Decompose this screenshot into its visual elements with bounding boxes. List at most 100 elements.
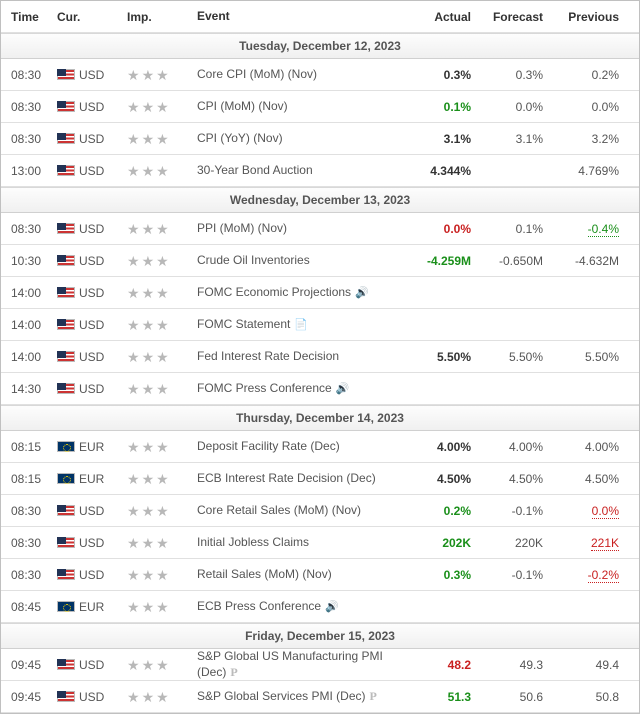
speaker-icon: 🔊 <box>355 287 369 299</box>
star-icon: ★ <box>156 164 169 178</box>
cell-event[interactable]: CPI (YoY) (Nov) <box>197 131 407 147</box>
cell-previous: 0.0% <box>551 504 629 518</box>
cell-time: 08:15 <box>1 440 57 454</box>
col-header-currency: Cur. <box>57 10 127 24</box>
flag-icon <box>57 601 75 612</box>
star-icon: ★ <box>142 318 155 332</box>
cell-importance: ★★★ <box>127 658 197 672</box>
table-row[interactable]: 08:30USD★★★Core Retail Sales (MoM) (Nov)… <box>1 495 639 527</box>
flag-icon <box>57 133 75 144</box>
col-header-importance: Imp. <box>127 10 197 24</box>
cell-previous: 49.4 <box>551 658 629 672</box>
flag-icon <box>57 287 75 298</box>
star-icon: ★ <box>156 658 169 672</box>
cell-event[interactable]: CPI (MoM) (Nov) <box>197 99 407 115</box>
cell-event[interactable]: ECB Press Conference🔊 <box>197 599 407 615</box>
cell-currency: USD <box>57 568 127 582</box>
cell-importance: ★★★ <box>127 504 197 518</box>
cell-currency: USD <box>57 100 127 114</box>
cell-forecast: 220K <box>479 536 551 550</box>
cell-event[interactable]: Retail Sales (MoM) (Nov) <box>197 567 407 583</box>
event-name: CPI (YoY) (Nov) <box>197 131 283 145</box>
event-name: S&P Global US Manufacturing PMI (Dec) <box>197 649 383 679</box>
cell-actual: 0.3% <box>407 68 479 82</box>
currency-code: USD <box>79 68 104 82</box>
star-icon: ★ <box>127 222 140 236</box>
table-row[interactable]: 14:00USD★★★FOMC Economic Projections🔊 <box>1 277 639 309</box>
table-row[interactable]: 13:00USD★★★30-Year Bond Auction4.344%4.7… <box>1 155 639 187</box>
event-name: FOMC Press Conference <box>197 381 332 395</box>
table-row[interactable]: 14:30USD★★★FOMC Press Conference🔊 <box>1 373 639 405</box>
cell-actual: 51.3 <box>407 690 479 704</box>
table-row[interactable]: 14:00USD★★★FOMC Statement📄 <box>1 309 639 341</box>
table-row[interactable]: 14:00USD★★★Fed Interest Rate Decision5.5… <box>1 341 639 373</box>
cell-event[interactable]: Initial Jobless Claims <box>197 535 407 551</box>
cell-event[interactable]: Deposit Facility Rate (Dec) <box>197 439 407 455</box>
cell-currency: USD <box>57 286 127 300</box>
cell-time: 08:30 <box>1 222 57 236</box>
event-name: PPI (MoM) (Nov) <box>197 221 287 235</box>
cell-actual: 202K <box>407 536 479 550</box>
star-icon: ★ <box>127 350 140 364</box>
currency-code: USD <box>79 222 104 236</box>
table-row[interactable]: 08:45EUR★★★ECB Press Conference🔊 <box>1 591 639 623</box>
cell-currency: USD <box>57 132 127 146</box>
cell-event[interactable]: 30-Year Bond Auction <box>197 163 407 179</box>
cell-importance: ★★★ <box>127 100 197 114</box>
col-header-previous: Previous <box>551 10 629 24</box>
cell-currency: USD <box>57 318 127 332</box>
table-row[interactable]: 08:30USD★★★Initial Jobless Claims202K220… <box>1 527 639 559</box>
star-icon: ★ <box>142 568 155 582</box>
event-name: ECB Press Conference <box>197 599 321 613</box>
cell-event[interactable]: Core CPI (MoM) (Nov) <box>197 67 407 83</box>
cell-event[interactable]: Fed Interest Rate Decision <box>197 349 407 365</box>
cell-time: 08:30 <box>1 100 57 114</box>
table-row[interactable]: 08:30USD★★★PPI (MoM) (Nov)0.0%0.1%-0.4% <box>1 213 639 245</box>
cell-event[interactable]: S&P Global Services PMI (Dec)P <box>197 689 407 705</box>
table-row[interactable]: 08:15EUR★★★ECB Interest Rate Decision (D… <box>1 463 639 495</box>
cell-event[interactable]: Crude Oil Inventories <box>197 253 407 269</box>
cell-event[interactable]: PPI (MoM) (Nov) <box>197 221 407 237</box>
cell-event[interactable]: S&P Global US Manufacturing PMI (Dec)P <box>197 649 407 680</box>
day-header: Thursday, December 14, 2023 <box>1 405 639 431</box>
table-row[interactable]: 09:45USD★★★S&P Global Services PMI (Dec)… <box>1 681 639 713</box>
star-icon: ★ <box>127 536 140 550</box>
table-row[interactable]: 08:30USD★★★CPI (MoM) (Nov)0.1%0.0%0.0% <box>1 91 639 123</box>
table-row[interactable]: 09:45USD★★★S&P Global US Manufacturing P… <box>1 649 639 681</box>
table-row[interactable]: 08:30USD★★★CPI (YoY) (Nov)3.1%3.1%3.2% <box>1 123 639 155</box>
cell-actual: 4.344% <box>407 164 479 178</box>
cell-time: 09:45 <box>1 690 57 704</box>
event-name: FOMC Economic Projections <box>197 285 351 299</box>
calendar-body: Tuesday, December 12, 202308:30USD★★★Cor… <box>1 33 639 713</box>
currency-code: EUR <box>79 472 104 486</box>
cell-importance: ★★★ <box>127 382 197 396</box>
event-name: Core Retail Sales (MoM) (Nov) <box>197 503 361 517</box>
event-name: Crude Oil Inventories <box>197 253 310 267</box>
table-row[interactable]: 08:30USD★★★Core CPI (MoM) (Nov)0.3%0.3%0… <box>1 59 639 91</box>
star-icon: ★ <box>127 286 140 300</box>
cell-event[interactable]: FOMC Statement📄 <box>197 317 407 333</box>
cell-previous: 4.00% <box>551 440 629 454</box>
cell-actual: 4.00% <box>407 440 479 454</box>
currency-code: USD <box>79 254 104 268</box>
cell-forecast: 0.1% <box>479 222 551 236</box>
cell-event[interactable]: FOMC Economic Projections 🔊 <box>197 285 407 301</box>
cell-forecast: -0.650M <box>479 254 551 268</box>
cell-forecast: 0.3% <box>479 68 551 82</box>
table-row[interactable]: 08:30USD★★★Retail Sales (MoM) (Nov)0.3%-… <box>1 559 639 591</box>
flag-icon <box>57 691 75 702</box>
star-icon: ★ <box>156 690 169 704</box>
star-icon: ★ <box>142 472 155 486</box>
star-icon: ★ <box>142 658 155 672</box>
cell-event[interactable]: Core Retail Sales (MoM) (Nov) <box>197 503 407 519</box>
currency-code: USD <box>79 100 104 114</box>
table-row[interactable]: 10:30USD★★★Crude Oil Inventories-4.259M-… <box>1 245 639 277</box>
flag-icon <box>57 351 75 362</box>
preliminary-icon: P <box>230 665 237 679</box>
table-row[interactable]: 08:15EUR★★★Deposit Facility Rate (Dec)4.… <box>1 431 639 463</box>
cell-event[interactable]: ECB Interest Rate Decision (Dec) <box>197 471 407 487</box>
star-icon: ★ <box>142 690 155 704</box>
star-icon: ★ <box>127 690 140 704</box>
cell-event[interactable]: FOMC Press Conference🔊 <box>197 381 407 397</box>
cell-previous: 5.50% <box>551 350 629 364</box>
